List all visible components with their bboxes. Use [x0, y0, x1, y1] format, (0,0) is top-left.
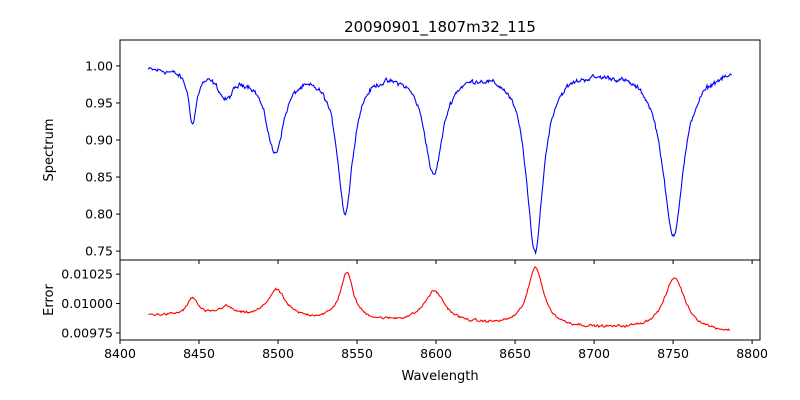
chart-title: 20090901_1807m32_115: [344, 18, 536, 37]
x-tick-label: 8400: [104, 346, 136, 361]
x-tick-label: 8450: [183, 346, 215, 361]
error-line: [148, 266, 731, 331]
error-axes-frame: [119, 259, 761, 341]
error-y-axis-label: Error: [42, 284, 57, 316]
x-tick-label: 8650: [499, 346, 531, 361]
x-tick-label: 8700: [578, 346, 610, 361]
x-tick-label: 8800: [736, 346, 768, 361]
error-x-ticks: 8400 8450 8500 8550 8600 8650 8700 8750 8800: [104, 340, 768, 361]
y-tick-label: 0.90: [85, 133, 113, 148]
y-tick-label: 0.00975: [61, 325, 113, 340]
x-tick-label: 8600: [420, 346, 452, 361]
x-tick-label: 8500: [262, 346, 294, 361]
error-y-ticks: 0.00975 0.01000 0.01025: [61, 267, 120, 340]
y-tick-label: 0.95: [85, 95, 113, 110]
spectrum-y-ticks: 0.75 0.80 0.85 0.90 0.95 1.00: [85, 58, 120, 259]
y-tick-label: 0.85: [85, 170, 113, 185]
error-panel: 0.00975 0.01000 0.01025 8400 8450 8500 8550 86…: [42, 259, 768, 384]
spectrum-line: [147, 66, 732, 256]
y-tick-label: 0.80: [85, 207, 113, 222]
y-tick-label: 0.75: [85, 244, 113, 259]
x-axis-label: Wavelength: [401, 369, 478, 384]
spectrum-y-axis-label: Spectrum: [42, 119, 57, 182]
x-tick-label: 8550: [341, 346, 373, 361]
y-tick-label: 0.01000: [61, 296, 113, 311]
x-tick-label: 8750: [657, 346, 689, 361]
y-tick-label: 1.00: [85, 58, 113, 73]
y-tick-label: 0.01025: [61, 267, 113, 282]
